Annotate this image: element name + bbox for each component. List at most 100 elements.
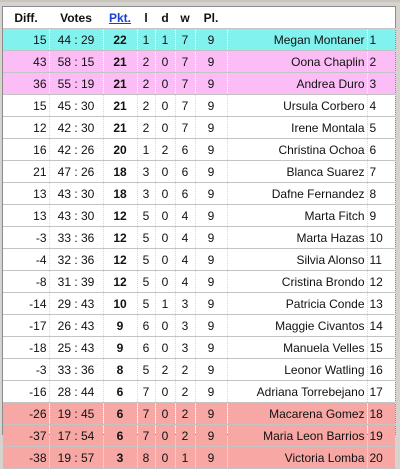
cell-lost: 2: [137, 72, 156, 95]
table-row[interactable]: -4 32 : 36 12 5 0 4 9 Silvia Alonso 11: [3, 248, 396, 271]
cell-won: 2: [175, 402, 196, 425]
cell-played: 9: [195, 292, 228, 315]
cell-rank: 16: [367, 358, 396, 381]
cell-won: 4: [175, 270, 196, 293]
cell-votes: 43 : 30: [49, 204, 104, 227]
cell-lost: 2: [137, 94, 156, 117]
table-row[interactable]: 13 43 : 30 18 3 0 6 9 Dafne Fernandez 8: [3, 182, 396, 205]
cell-rank: 8: [367, 182, 396, 205]
cell-drawn: 0: [155, 402, 176, 425]
table-row[interactable]: 36 55 : 19 21 2 0 7 9 Andrea Duro 3: [3, 72, 396, 95]
table-row[interactable]: -3 33 : 36 8 5 2 2 9 Leonor Watling 16: [3, 358, 396, 381]
cell-rank: 15: [367, 336, 396, 359]
header-drawn[interactable]: d: [155, 7, 175, 29]
cell-votes: 28 : 44: [49, 380, 104, 403]
table-row[interactable]: 12 42 : 30 21 2 0 7 9 Irene Montala 5: [3, 116, 396, 139]
cell-played: 9: [195, 380, 228, 403]
cell-rank: 6: [367, 138, 396, 161]
cell-diff: 16: [3, 138, 50, 161]
cell-name: Oona Chaplin: [227, 50, 368, 73]
cell-rank: 12: [367, 270, 396, 293]
cell-diff: -14: [3, 292, 50, 315]
table-row[interactable]: 43 58 : 15 21 2 0 7 9 Oona Chaplin 2: [3, 50, 396, 73]
table-row[interactable]: -26 19 : 45 6 7 0 2 9 Macarena Gomez 18: [3, 402, 396, 425]
table-row[interactable]: -14 29 : 43 10 5 1 3 9 Patricia Conde 13: [3, 292, 396, 315]
cell-played: 9: [195, 358, 228, 381]
cell-diff: -18: [3, 336, 50, 359]
cell-points: 22: [103, 28, 138, 51]
cell-name: Manuela Velles: [227, 336, 368, 359]
cell-votes: 55 : 19: [49, 72, 104, 95]
cell-lost: 7: [137, 380, 156, 403]
cell-played: 9: [195, 226, 228, 249]
cell-drawn: 0: [155, 380, 176, 403]
table-row[interactable]: 13 43 : 30 12 5 0 4 9 Marta Fitch 9: [3, 204, 396, 227]
cell-rank: 17: [367, 380, 396, 403]
cell-drawn: 0: [155, 182, 176, 205]
cell-lost: 8: [137, 446, 156, 469]
table-row[interactable]: -8 31 : 39 12 5 0 4 9 Cristina Brondo 12: [3, 270, 396, 293]
cell-name: Andrea Duro: [227, 72, 368, 95]
table-row[interactable]: -37 17 : 54 6 7 0 2 9 Maria Leon Barrios 19: [3, 424, 396, 447]
header-lost[interactable]: l: [137, 7, 155, 29]
cell-points: 21: [103, 72, 138, 95]
cell-drawn: 0: [155, 314, 176, 337]
cell-rank: 18: [367, 402, 396, 425]
cell-won: 4: [175, 204, 196, 227]
table-row[interactable]: 16 42 : 26 20 1 2 6 9 Christina Ochoa 6: [3, 138, 396, 161]
header-row: Diff. Votes Pkt. l d w Pl.: [3, 7, 395, 29]
cell-diff: 13: [3, 182, 50, 205]
cell-votes: 45 : 30: [49, 94, 104, 117]
table-row[interactable]: 15 44 : 29 22 1 1 7 9 Megan Montaner 1: [3, 28, 396, 51]
cell-name: Maggie Civantos: [227, 314, 368, 337]
header-name[interactable]: [227, 7, 367, 29]
table-row[interactable]: -18 25 : 43 9 6 0 3 9 Manuela Velles 15: [3, 336, 396, 359]
cell-name: Patricia Conde: [227, 292, 368, 315]
cell-diff: 12: [3, 116, 50, 139]
cell-name: Christina Ochoa: [227, 138, 368, 161]
cell-points: 6: [103, 402, 138, 425]
cell-name: Dafne Fernandez: [227, 182, 368, 205]
table-row[interactable]: -38 19 : 57 3 8 0 1 9 Victoria Lomba 20: [3, 446, 396, 469]
cell-diff: 13: [3, 204, 50, 227]
header-won[interactable]: w: [175, 7, 195, 29]
cell-diff: -16: [3, 380, 50, 403]
cell-points: 9: [103, 336, 138, 359]
cell-diff: 36: [3, 72, 50, 95]
cell-won: 3: [175, 336, 196, 359]
cell-diff: 15: [3, 94, 50, 117]
table-row[interactable]: -17 26 : 43 9 6 0 3 9 Maggie Civantos 14: [3, 314, 396, 337]
cell-drawn: 0: [155, 270, 176, 293]
cell-votes: 33 : 36: [49, 358, 104, 381]
cell-rank: 10: [367, 226, 396, 249]
header-points-sorted[interactable]: Pkt.: [103, 7, 137, 29]
cell-won: 3: [175, 292, 196, 315]
table-row[interactable]: -16 28 : 44 6 7 0 2 9 Adriana Torrebejano 17: [3, 380, 396, 403]
cell-played: 9: [195, 424, 228, 447]
table-row[interactable]: -3 33 : 36 12 5 0 4 9 Marta Hazas 10: [3, 226, 396, 249]
table-row[interactable]: 15 45 : 30 21 2 0 7 9 Ursula Corbero 4: [3, 94, 396, 117]
cell-votes: 26 : 43: [49, 314, 104, 337]
cell-rank: 1: [367, 28, 396, 51]
cell-won: 4: [175, 226, 196, 249]
header-diff[interactable]: Diff.: [3, 7, 49, 29]
cell-won: 2: [175, 358, 196, 381]
cell-name: Macarena Gomez: [227, 402, 368, 425]
header-votes[interactable]: Votes: [49, 7, 103, 29]
cell-lost: 5: [137, 358, 156, 381]
cell-lost: 5: [137, 226, 156, 249]
cell-won: 7: [175, 72, 196, 95]
cell-drawn: 0: [155, 424, 176, 447]
cell-points: 20: [103, 138, 138, 161]
cell-played: 9: [195, 116, 228, 139]
table-row[interactable]: 21 47 : 26 18 3 0 6 9 Blanca Suarez 7: [3, 160, 396, 183]
cell-points: 21: [103, 116, 138, 139]
cell-rank: 5: [367, 116, 396, 139]
header-played[interactable]: Pl.: [195, 7, 227, 29]
cell-votes: 32 : 36: [49, 248, 104, 271]
cell-votes: 29 : 43: [49, 292, 104, 315]
cell-won: 7: [175, 116, 196, 139]
cell-lost: 6: [137, 336, 156, 359]
cell-diff: -3: [3, 358, 50, 381]
